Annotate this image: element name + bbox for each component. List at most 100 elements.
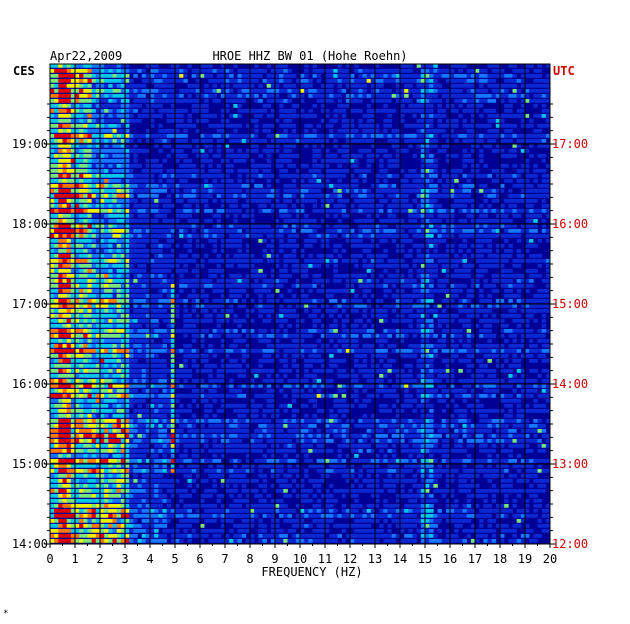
heatmap-cell (266, 79, 272, 83)
heatmap-cell (112, 164, 117, 168)
heatmap-cell (150, 299, 155, 303)
heatmap-cell (204, 139, 209, 143)
heatmap-cell (283, 169, 288, 173)
heatmap-cell (458, 194, 463, 198)
heatmap-cell (325, 239, 330, 243)
heatmap-cell (141, 229, 147, 233)
heatmap-cell (108, 244, 113, 248)
heatmap-cell (341, 209, 347, 213)
heatmap-cell (370, 144, 376, 148)
heatmap-cell (175, 199, 180, 203)
heatmap-cell (133, 284, 138, 288)
heatmap-cell (70, 324, 76, 328)
heatmap-cell (145, 254, 151, 258)
heatmap-cell (295, 319, 301, 323)
heatmap-cell (120, 199, 126, 203)
heatmap-cell (137, 244, 142, 248)
heatmap-cell (483, 69, 488, 73)
heatmap-cell (220, 79, 226, 83)
heatmap-cell (112, 324, 117, 328)
heatmap-cell (495, 179, 501, 183)
heatmap-cell (258, 89, 263, 93)
heatmap-cell (250, 269, 255, 273)
heatmap-cell (350, 84, 355, 88)
heatmap-cell (462, 284, 467, 288)
heatmap-cell (541, 319, 547, 323)
heatmap-cell (145, 184, 151, 188)
heatmap-cell (279, 109, 284, 113)
heatmap-cell (545, 159, 551, 163)
heatmap-cell (270, 284, 276, 288)
heatmap-cell (304, 239, 309, 243)
heatmap-cell (300, 199, 305, 203)
heatmap-cell (504, 289, 509, 293)
heatmap-cell (387, 129, 392, 133)
heatmap-cell (291, 244, 297, 248)
heatmap-cell (350, 274, 355, 278)
heatmap-cell (400, 194, 405, 198)
heatmap-cell (229, 304, 234, 308)
heatmap-cell (483, 224, 488, 228)
heatmap-cell (370, 134, 376, 138)
heatmap-cell (462, 194, 467, 198)
heatmap-cell (291, 144, 297, 148)
heatmap-cell (375, 304, 380, 308)
heatmap-cell (79, 314, 84, 318)
heatmap-cell (512, 229, 517, 233)
heatmap-cell (54, 309, 59, 313)
heatmap-cell (537, 79, 542, 83)
heatmap-cell (387, 124, 392, 128)
heatmap-cell (475, 94, 480, 98)
heatmap-cell (133, 334, 138, 338)
heatmap-cell (170, 234, 176, 238)
heatmap-cell (87, 184, 92, 188)
heatmap-cell (354, 154, 359, 158)
heatmap-cell (400, 114, 405, 118)
heatmap-cell (420, 129, 426, 133)
heatmap-cell (541, 94, 547, 98)
heatmap-cell (208, 199, 213, 203)
heatmap-cell (87, 204, 92, 208)
heatmap-cell (383, 209, 388, 213)
heatmap-cell (395, 174, 401, 178)
heatmap-cell (241, 109, 247, 113)
heatmap-cell (75, 284, 80, 288)
heatmap-cell (279, 214, 284, 218)
heatmap-cells (50, 64, 551, 543)
heatmap-cell (383, 289, 388, 293)
heatmap-cell (425, 269, 430, 273)
heatmap-cell (200, 264, 205, 268)
heatmap-cell (100, 184, 105, 188)
heatmap-cell (179, 259, 184, 263)
heatmap-cell (58, 184, 63, 188)
heatmap-cell (91, 324, 97, 328)
heatmap-cell (541, 144, 547, 148)
heatmap-cell (108, 149, 113, 153)
heatmap-cell (308, 124, 313, 128)
heatmap-cell (520, 284, 526, 288)
heatmap-cell (275, 234, 280, 238)
heatmap-cell (83, 254, 88, 258)
heatmap-cell (525, 244, 530, 248)
heatmap-cell (54, 169, 59, 173)
heatmap-cell (266, 64, 272, 68)
heatmap-cell (220, 109, 226, 113)
heatmap-cell (470, 94, 476, 98)
heatmap-cell (104, 109, 109, 113)
heatmap-cell (329, 69, 334, 73)
heatmap-cell (216, 149, 222, 153)
heatmap-cell (133, 169, 138, 173)
heatmap-cell (508, 194, 513, 198)
heatmap-cell (400, 319, 405, 323)
heatmap-cell (337, 279, 342, 283)
heatmap-cell (358, 134, 363, 138)
heatmap-cell (291, 74, 297, 78)
heatmap-cell (437, 109, 442, 113)
heatmap-cell (183, 154, 188, 158)
heatmap-cell (154, 114, 159, 118)
heatmap-cell (425, 284, 430, 288)
heatmap-cell (125, 284, 130, 288)
heatmap-cell (462, 189, 467, 193)
heatmap-cell (62, 94, 67, 98)
heatmap-cell (241, 154, 247, 158)
